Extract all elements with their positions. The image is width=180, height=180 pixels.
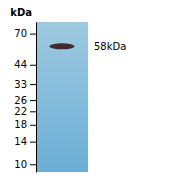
- tick-mark: [30, 34, 36, 35]
- marks: [36, 22, 88, 172]
- data-label: 58kDa: [94, 41, 126, 52]
- tick-label: 14: [14, 136, 27, 147]
- tick-mark: [30, 65, 36, 66]
- tick: 70: [14, 28, 36, 39]
- tick: 10: [14, 159, 36, 170]
- tick-label: 70: [14, 28, 27, 39]
- tick-mark: [30, 164, 36, 165]
- gel-lane: [36, 22, 88, 172]
- tick-label: 10: [14, 159, 27, 170]
- tick: 14: [14, 136, 36, 147]
- axis-title: kDa: [10, 7, 32, 18]
- plot: 10 14 18 2226 33 44 70 58kDa: [14, 22, 126, 173]
- tick-label: 22: [14, 106, 27, 117]
- tick-mark: [30, 100, 36, 101]
- tick-mark: [30, 111, 36, 112]
- tick-mark: [30, 142, 36, 143]
- tick-mark: [30, 84, 36, 85]
- chart: 10 14 18 2226 33 44 70 58kDa kDa: [0, 0, 180, 180]
- tick-label: 26: [14, 95, 27, 106]
- tick-mark: [30, 125, 36, 126]
- tick-label: 18: [14, 119, 27, 130]
- tick: 18: [14, 119, 36, 130]
- tick-label: 44: [14, 59, 27, 70]
- tick: 26: [14, 95, 36, 106]
- y-axis: 10 14 18 2226 33 44 70: [14, 23, 36, 173]
- tick: 22: [14, 106, 36, 117]
- band: [50, 43, 75, 49]
- axis-line: [36, 23, 37, 173]
- tick: 33: [14, 79, 36, 90]
- tick: 44: [14, 59, 36, 70]
- tick-label: 33: [14, 79, 27, 90]
